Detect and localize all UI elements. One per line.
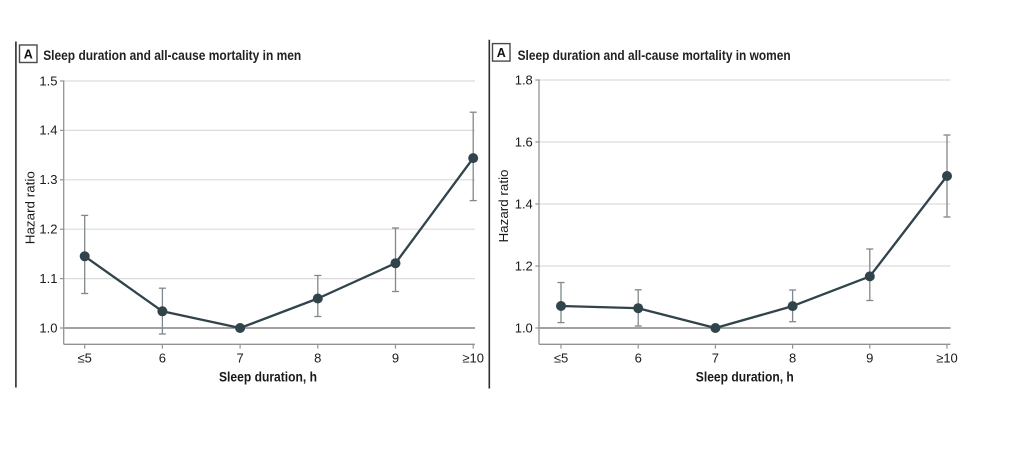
svg-text:1.8: 1.8: [515, 72, 533, 87]
svg-text:≤5: ≤5: [78, 351, 92, 366]
svg-text:1.4: 1.4: [39, 123, 57, 138]
svg-text:1.5: 1.5: [39, 73, 57, 88]
svg-text:Hazard ratio: Hazard ratio: [23, 171, 38, 244]
svg-text:8: 8: [314, 351, 321, 366]
svg-text:1.0: 1.0: [39, 320, 57, 335]
svg-text:8: 8: [789, 351, 796, 366]
svg-text:1.2: 1.2: [39, 222, 57, 237]
svg-text:≥10: ≥10: [936, 351, 958, 366]
svg-text:6: 6: [635, 351, 642, 366]
svg-text:7: 7: [712, 351, 719, 366]
svg-text:Sleep duration, h: Sleep duration, h: [696, 370, 794, 385]
svg-text:Sleep duration and all-cause m: Sleep duration and all-cause mortality i…: [43, 47, 301, 63]
svg-text:6: 6: [159, 351, 166, 366]
svg-text:Hazard ratio: Hazard ratio: [496, 170, 511, 243]
svg-text:≥10: ≥10: [462, 351, 484, 366]
svg-text:Sleep duration, h: Sleep duration, h: [219, 370, 317, 385]
svg-text:7: 7: [236, 351, 243, 366]
svg-text:1.6: 1.6: [515, 134, 533, 149]
svg-text:A: A: [497, 46, 506, 60]
svg-text:A: A: [24, 48, 33, 62]
svg-text:1.4: 1.4: [515, 196, 533, 211]
svg-text:1.1: 1.1: [39, 271, 57, 286]
svg-text:1.2: 1.2: [515, 258, 533, 273]
svg-text:≤5: ≤5: [554, 351, 568, 366]
svg-text:9: 9: [392, 351, 399, 366]
svg-text:9: 9: [866, 351, 873, 366]
svg-text:1.0: 1.0: [515, 320, 533, 335]
svg-text:1.3: 1.3: [39, 172, 57, 187]
svg-text:Sleep duration and all-cause m: Sleep duration and all-cause mortality i…: [518, 47, 791, 63]
